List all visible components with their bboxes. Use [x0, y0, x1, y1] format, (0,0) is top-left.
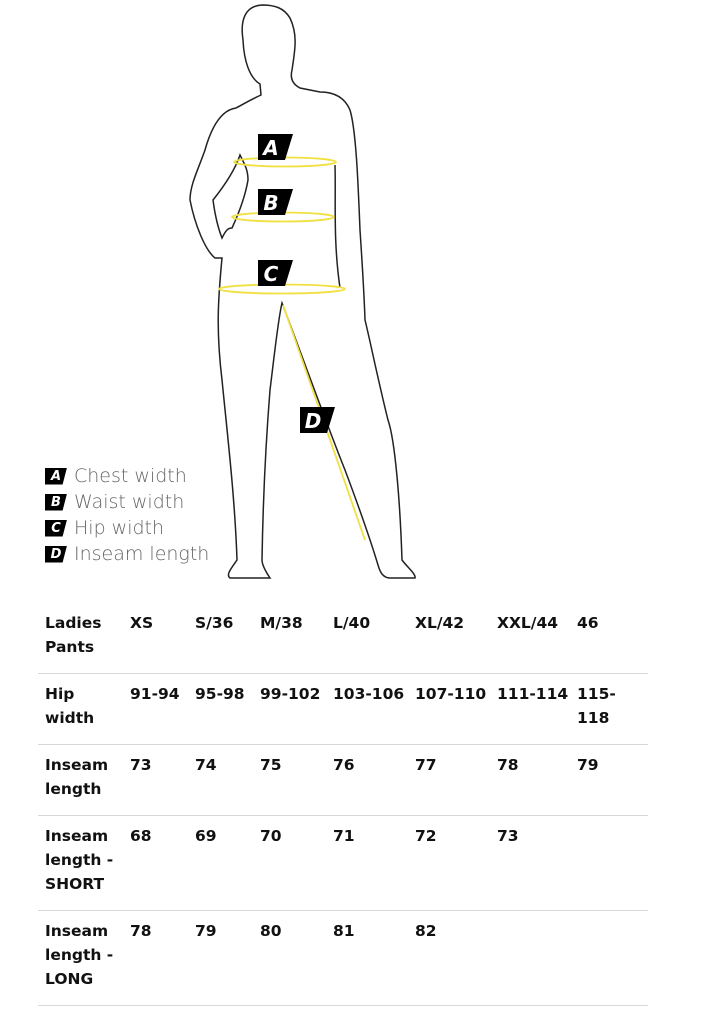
table-cell: 81	[333, 922, 355, 940]
svg-text:C: C	[264, 262, 279, 286]
row-label: Hip width	[45, 685, 95, 727]
legend-badge: B	[45, 493, 67, 511]
table-cell: 82	[415, 922, 437, 940]
row-label: Inseam length	[45, 756, 109, 798]
table-cell: S/36	[195, 614, 234, 632]
legend-badge: C	[45, 519, 67, 537]
table-cell: M/38	[260, 614, 303, 632]
table-header-row: Ladies Pants XS S/36 M/38 L/40 XL/42 XXL/44 46	[38, 605, 648, 674]
table-cell: 115-118	[577, 685, 616, 727]
legend-item: B Waist width	[45, 489, 209, 515]
table-cell: 103-106	[333, 685, 405, 703]
table-cell: 70	[260, 827, 282, 845]
table-cell: 72	[415, 827, 437, 845]
table-cell: 76	[333, 756, 355, 774]
table-cell: 73	[130, 756, 152, 774]
badge-c: C	[258, 260, 293, 286]
table-cell: 68	[130, 827, 152, 845]
legend-item: A Chest width	[45, 463, 209, 489]
table-cell: XXL/44	[497, 614, 559, 632]
table-cell: 69	[195, 827, 217, 845]
table-row: Inseam length - SHORT 68 69 70 71 72 73	[38, 816, 648, 911]
table-cell: 71	[333, 827, 355, 845]
row-label: Inseam length - LONG	[45, 922, 114, 988]
size-table: Ladies Pants XS S/36 M/38 L/40 XL/42 XXL/44 46 H…	[38, 605, 648, 1006]
table-row: Inseam length 73 74 75 76 77 78 79	[38, 745, 648, 816]
badge-a: A	[258, 134, 293, 160]
table-row: Inseam length - LONG 78 79 80 81 82	[38, 911, 648, 1006]
table-cell: 78	[130, 922, 152, 940]
table-cell: 78	[497, 756, 519, 774]
row-label: Inseam length - SHORT	[45, 827, 114, 893]
table-cell: L/40	[333, 614, 371, 632]
svg-text:D: D	[305, 409, 322, 433]
table-cell: 77	[415, 756, 437, 774]
table-cell: 80	[260, 922, 282, 940]
legend-badge: A	[45, 467, 67, 485]
table-cell: 74	[195, 756, 217, 774]
table-cell: XS	[130, 614, 154, 632]
table-cell: 73	[497, 827, 519, 845]
table-cell: 79	[577, 756, 599, 774]
table-cell: 107-110	[415, 685, 487, 703]
svg-text:B: B	[263, 191, 278, 215]
legend-item: C Hip width	[45, 515, 209, 541]
table-cell: XL/42	[415, 614, 465, 632]
legend-item: D Inseam length	[45, 541, 209, 567]
row-label: Ladies Pants	[45, 614, 102, 656]
table-cell: 95-98	[195, 685, 245, 703]
legend-label: Hip width	[74, 517, 165, 539]
table-row: Hip width 91-94 95-98 99-102 103-106 107-110 1…	[38, 674, 648, 745]
table-cell	[570, 911, 648, 1006]
svg-text:A: A	[261, 136, 278, 160]
measurement-legend: A Chest width B Waist width C Hip width D In…	[45, 463, 209, 567]
table-cell: 46	[577, 614, 599, 632]
body-silhouette	[189, 4, 416, 579]
table-cell: 75	[260, 756, 282, 774]
legend-label: Waist width	[74, 491, 185, 513]
table-cell: 111-114	[497, 685, 569, 703]
body-measurement-figure: A B C D	[189, 4, 416, 579]
badge-d: D	[300, 407, 335, 433]
table-cell: 99-102	[260, 685, 321, 703]
legend-badge: D	[45, 545, 67, 563]
table-cell: 79	[195, 922, 217, 940]
badge-b: B	[258, 189, 293, 215]
legend-label: Chest width	[74, 465, 187, 487]
table-cell	[490, 911, 570, 1006]
table-cell: 91-94	[130, 685, 180, 703]
table-cell	[570, 816, 648, 911]
legend-label: Inseam length	[74, 543, 210, 565]
